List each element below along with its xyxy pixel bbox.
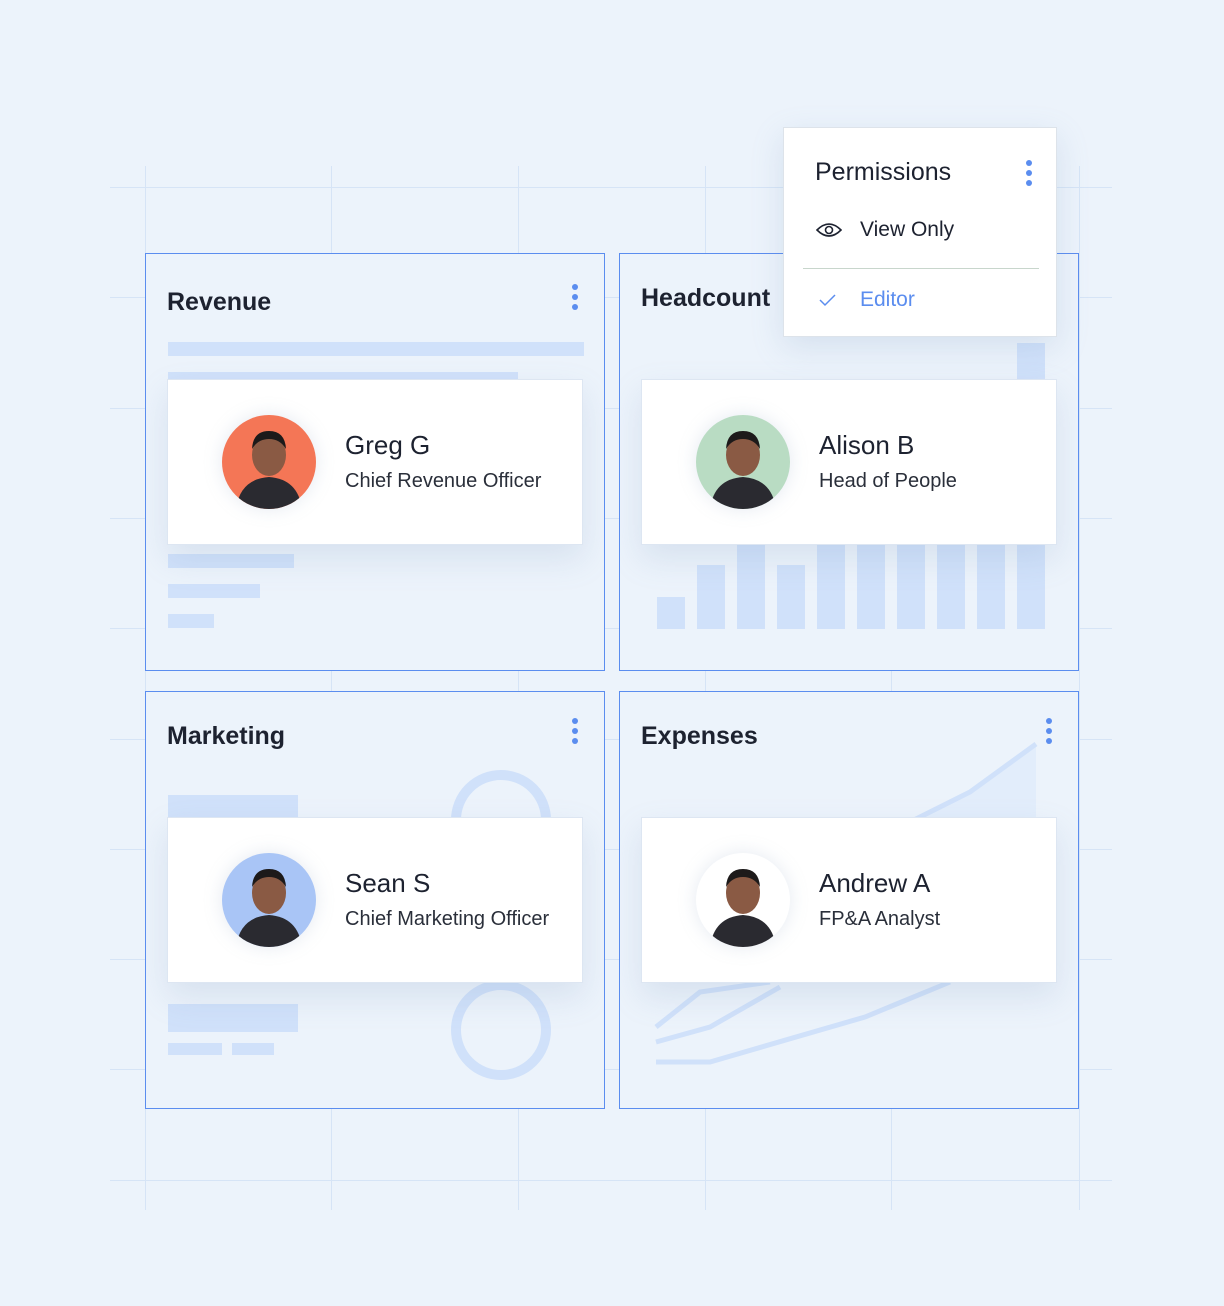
bar [777,565,805,629]
person-name: Andrew A [819,868,931,898]
panel-marketing: Marketing Sean S Chief Marketing Officer [145,691,605,1109]
placeholder-bar [168,584,260,598]
menu-title: Permissions [815,158,952,186]
person-photo [710,869,776,947]
person-photo [710,431,776,509]
line-decoration [654,741,1038,1065]
grid-line [110,187,1112,188]
grid-line [110,1069,1112,1070]
person-role: FP&A Analyst [819,908,941,930]
placeholder-bar [232,1043,274,1055]
placeholder-bar [168,1004,298,1032]
bar [657,597,685,629]
option-view-only[interactable]: View Only [816,218,954,242]
grid-line [110,849,1112,850]
grid-line [110,518,1112,519]
person-name: Alison B [819,430,915,460]
placeholder-bar [168,1043,222,1055]
more-options-icon[interactable] [1026,160,1034,186]
person-photo [236,431,302,509]
panel-revenue: Revenue Greg G Chief Revenue Officer [145,253,605,671]
grid-line [891,166,892,1210]
placeholder-bar [168,554,294,568]
eye-icon [816,223,842,237]
grid-line [145,166,146,1210]
grid-line [110,959,1112,960]
person-role: Chief Revenue Officer [345,470,542,492]
panel-title: Headcount [641,284,771,312]
person-card[interactable]: Greg G Chief Revenue Officer [167,379,583,545]
divider [803,268,1039,269]
avatar [696,415,790,509]
grid-line [705,166,706,1210]
avatar [696,853,790,947]
placeholder-bar [168,795,298,817]
bar [817,539,845,629]
person-name: Sean S [345,868,431,898]
more-options-icon[interactable] [572,284,580,310]
grid-line [110,628,1112,629]
panel-expenses: Expenses Andrew A FP&A Analyst [619,691,1079,1109]
person-role: Head of People [819,470,957,492]
person-card[interactable]: Alison B Head of People [641,379,1057,545]
grid-line [110,739,1112,740]
person-card[interactable]: Andrew A FP&A Analyst [641,817,1057,983]
person-role: Chief Marketing Officer [345,908,550,930]
bar [697,565,725,629]
grid-line [110,297,1112,298]
person-card[interactable]: Sean S Chief Marketing Officer [167,817,583,983]
person-photo [236,869,302,947]
more-options-icon[interactable] [1046,718,1054,744]
placeholder-bar [168,614,214,628]
grid-line [518,166,519,1210]
panel-title: Marketing [167,722,286,750]
panel-title: Revenue [167,288,272,316]
placeholder-bar [168,342,584,356]
permissions-menu: Permissions View Only Editor [783,127,1057,337]
avatar [222,853,316,947]
grid-line [331,166,332,1210]
grid-line [1079,166,1080,1210]
grid-line [110,408,1112,409]
option-label: View Only [860,218,955,241]
avatar [222,415,316,509]
bar [737,539,765,629]
placeholder-bar [168,372,518,382]
grid-line [110,1180,1112,1181]
option-label: Editor [860,288,915,311]
person-name: Greg G [345,430,431,460]
panel-title: Expenses [641,722,758,750]
check-icon [819,294,836,307]
option-editor[interactable]: Editor [816,288,915,312]
more-options-icon[interactable] [572,718,580,744]
